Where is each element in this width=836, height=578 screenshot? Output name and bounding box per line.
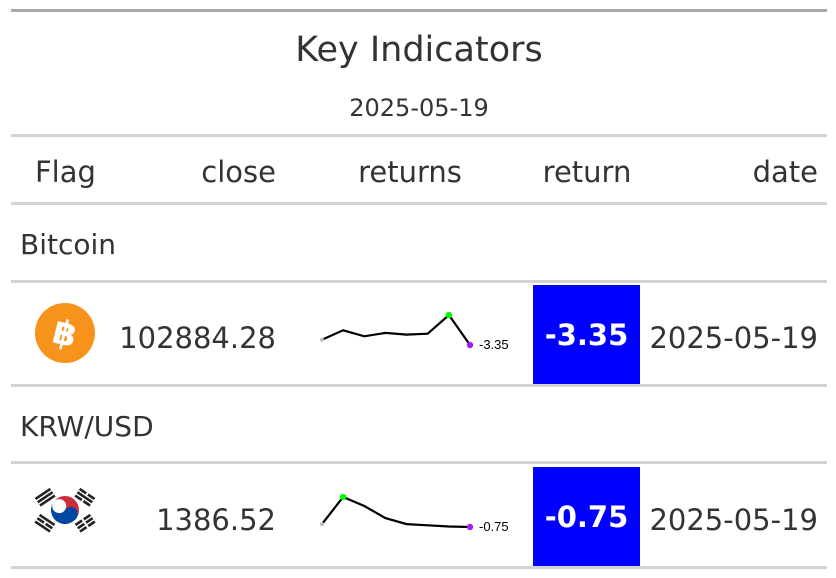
row-rule-krw-usd <box>11 566 827 569</box>
sparkline-start-point <box>320 337 324 342</box>
column-header-returns: returns <box>358 155 462 189</box>
sparkline-last-point <box>466 341 474 349</box>
sparkline-krw-usd: -0.75 <box>320 493 509 534</box>
table-title: Key Indicators <box>295 30 543 70</box>
column-header-date: date <box>752 155 818 189</box>
sparkline-max-point <box>445 311 453 319</box>
group-label-bitcoin: Bitcoin <box>20 228 117 261</box>
return-value-krw-usd: -0.75 <box>544 500 629 534</box>
south-korea-flag-icon <box>32 487 98 533</box>
group-rule-krw-usd <box>11 461 827 464</box>
header-bottom-rule <box>11 202 827 205</box>
sparkline-line <box>321 495 471 529</box>
column-header-flag: Flag <box>35 155 96 189</box>
date-value-krw-usd: 2025-05-19 <box>649 503 818 537</box>
column-header-close: close <box>201 155 276 189</box>
group-label-krw-usd: KRW/USD <box>20 410 154 443</box>
header-top-rule <box>11 134 827 137</box>
close-value-krw-usd: 1386.52 <box>156 503 276 537</box>
return-cell-bitcoin: -3.35 <box>533 285 640 385</box>
column-header-return: return <box>542 155 632 189</box>
sparkline-last-label: -3.35 <box>479 337 509 352</box>
return-value-bitcoin: -3.35 <box>544 318 629 352</box>
date-value-bitcoin: 2025-05-19 <box>649 321 818 355</box>
return-cell-krw-usd: -0.75 <box>533 467 640 567</box>
group-rule-bitcoin <box>11 280 827 283</box>
sparkline-max-point <box>339 493 347 501</box>
sparkline-bitcoin: -3.35 <box>320 311 509 352</box>
sparkline-last-point <box>466 523 474 531</box>
close-value-bitcoin: 102884.28 <box>119 321 276 355</box>
table-subtitle: 2025-05-19 <box>349 94 489 122</box>
row-rule-bitcoin <box>11 384 827 387</box>
bitcoin-icon: ฿ <box>35 303 95 363</box>
sparkline-start-point <box>320 522 324 527</box>
table-top-rule <box>11 9 827 12</box>
sparkline-last-label: -0.75 <box>479 519 509 534</box>
sparkline-line <box>321 313 471 346</box>
